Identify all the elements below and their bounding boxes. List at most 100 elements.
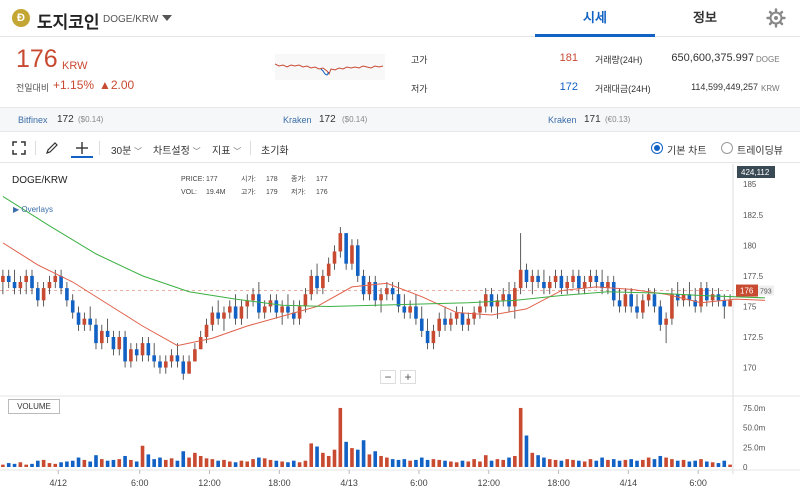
coin-select-chevron-down-icon[interactable] [162,15,172,21]
volume-bar [524,435,529,467]
volume-bar [1,464,5,467]
candle-body [396,294,401,307]
price-chart[interactable]: PRICE: 177 시가: 178 종가: 177 VOL: 19.4M 고가: 179 저가: 1… [0,164,800,499]
candle-body [332,251,337,264]
overlays-toggle[interactable]: ▶ Overlays [13,205,53,214]
volume-bar [478,461,482,467]
reset-button[interactable]: 초기화 [261,146,289,157]
candle-body [233,306,238,319]
price-unit: KRW [62,60,88,72]
basic-chart-label[interactable]: 기본 차트 [667,146,707,157]
candle-body [257,294,261,313]
candle-body [501,294,506,301]
candle-body [652,294,657,307]
x-tick-label: 6:00 [410,478,428,488]
candle-body [687,294,692,301]
candle-body [355,245,360,276]
volume-bar [227,461,232,467]
volume-bar [187,457,191,467]
volume-bar [425,459,430,467]
volume-bar [367,454,372,467]
candle-body [175,355,180,362]
volume-bar [163,459,168,467]
candle-body [326,263,331,276]
candle-body [140,343,145,356]
tab-info[interactable]: 정보 [693,10,717,25]
candle-body [146,343,151,356]
volume-bar [36,460,40,467]
tab-market-price[interactable]: 시세 [535,0,655,37]
low-label: 저가 [411,84,428,94]
volume-bar [483,455,488,467]
pencil-icon[interactable] [45,141,59,155]
current-price-badge [736,284,758,297]
volume-tick-label: 50.0m [743,424,766,433]
candle-body [489,294,494,307]
candle-body [536,275,540,282]
candle-body [466,318,471,325]
volume-bar [600,457,604,467]
candle-body [65,288,69,301]
volume-bar [233,462,238,467]
indicators-menu[interactable]: 지표 ﹀ [212,146,242,157]
volume-bar [332,449,337,467]
crosshair-icon[interactable] [71,140,93,158]
volume-bar [728,464,732,467]
candle-body [309,275,314,295]
current-price-badge-suffix [758,285,774,296]
x-tick-label: 6:00 [131,478,149,488]
volume-bar [716,463,721,467]
volume-bar [373,451,378,467]
exchange-name[interactable]: Kraken [283,115,312,125]
volume-bar [547,459,552,467]
candle-body [338,233,343,252]
change-percent: +1.15% [53,78,95,92]
volume-bar [606,459,610,467]
candle-body [303,294,308,307]
candle-body [472,312,476,319]
zoom-out-button[interactable]: − [380,370,396,384]
candle-body [559,275,564,289]
volume-bar [629,459,633,467]
volume-bar [542,457,546,467]
volume-bar [94,455,98,467]
volume-bar [507,457,511,467]
legend-low-label: 저가: [291,187,306,196]
candle-body [105,330,110,337]
gear-icon[interactable] [766,8,786,28]
candle-body [291,312,296,319]
volume-bar [670,459,674,467]
volume-bar [385,457,389,467]
candle-body [181,361,186,374]
candle-body [454,312,459,319]
exchange-name[interactable]: Bitfinex [18,115,48,125]
candle-body [699,288,703,307]
tradingview-radio[interactable] [721,142,733,154]
volume-bar [635,460,639,467]
exchange-price: 171 [584,114,601,125]
basic-chart-radio[interactable] [651,142,663,154]
fullscreen-icon[interactable] [12,141,26,155]
zoom-in-button[interactable]: + [400,370,416,384]
candle-body [542,282,546,289]
volume-bar [705,461,709,467]
moving-average-fast-line [2,242,766,347]
volume-bar [257,457,261,467]
volume-bar [489,460,494,467]
candle-body [478,306,482,313]
volume-bar [239,460,244,467]
tradingview-label[interactable]: 트레이딩뷰 [737,146,783,157]
legend-close: 177 [316,176,328,183]
candle-body [129,349,133,362]
candle-body [547,282,552,289]
chart-settings-menu[interactable]: 차트설정 ﹀ [153,146,201,157]
x-tick-label: 18:00 [268,478,291,488]
candle-body [152,355,156,362]
exchange-name[interactable]: Kraken [548,115,577,125]
candle-body [664,318,668,325]
volume-bar [379,455,383,467]
interval-select[interactable]: 30분 ﹀ [111,146,143,157]
low-value: 172 [559,81,578,93]
volume-bar [53,463,58,467]
